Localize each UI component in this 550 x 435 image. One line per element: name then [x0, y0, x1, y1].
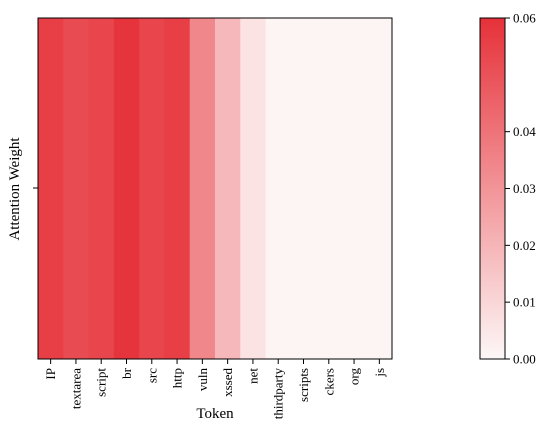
colorbar-tick-label: 0.03 [513, 181, 536, 196]
heatmap-cell [265, 18, 292, 359]
heatmap-cell [88, 18, 115, 359]
heatmap-cell [189, 18, 216, 359]
y-axis-label: Attention Weight [7, 137, 23, 241]
colorbar-tick-label: 0.02 [513, 238, 536, 253]
heatmap-cell [63, 18, 90, 359]
x-tick-label: textarea [68, 368, 83, 409]
colorbar-tick-label: 0.00 [513, 352, 536, 367]
x-tick-label: script [94, 368, 109, 397]
x-tick-label: ckers [321, 368, 336, 395]
heatmap-cell [113, 18, 140, 359]
heatmap-cell [366, 18, 393, 359]
heatmap-cell [341, 18, 368, 359]
x-tick-label: thirdparty [271, 368, 286, 420]
x-tick-label: xssed [220, 368, 235, 397]
heatmap-cell [38, 18, 64, 359]
x-tick-label: vuln [195, 368, 210, 392]
colorbar [479, 17, 506, 360]
colorbar-ticks: 0.00 0.01 0.02 0.03 0.04 0.06 [505, 11, 536, 367]
x-tick-label: js [372, 368, 387, 378]
heatmap-cell [240, 18, 267, 359]
heatmap-cell [164, 18, 191, 359]
x-tick-label: net [245, 368, 260, 384]
colorbar-tick-label: 0.06 [513, 11, 536, 26]
x-tick-label: br [119, 367, 134, 379]
heatmap-cells [38, 18, 393, 359]
x-axis-ticks [50, 359, 380, 364]
heatmap-cell [215, 18, 241, 359]
x-axis-tick-labels: IP textarea script br src http vuln xssed net thi… [43, 367, 387, 419]
x-tick-label: IP [43, 368, 58, 380]
colorbar-tick-label: 0.01 [513, 295, 536, 310]
x-tick-label: org [347, 368, 362, 386]
x-tick-label: src [144, 368, 159, 383]
colorbar-tick-label: 0.04 [513, 124, 536, 139]
heatmap-cell [290, 18, 317, 359]
heatmap-cell [316, 18, 342, 359]
heatmap-cell [139, 18, 165, 359]
x-tick-label: http [170, 368, 185, 388]
x-tick-label: scripts [296, 368, 311, 402]
x-axis-label: Token [196, 406, 234, 422]
